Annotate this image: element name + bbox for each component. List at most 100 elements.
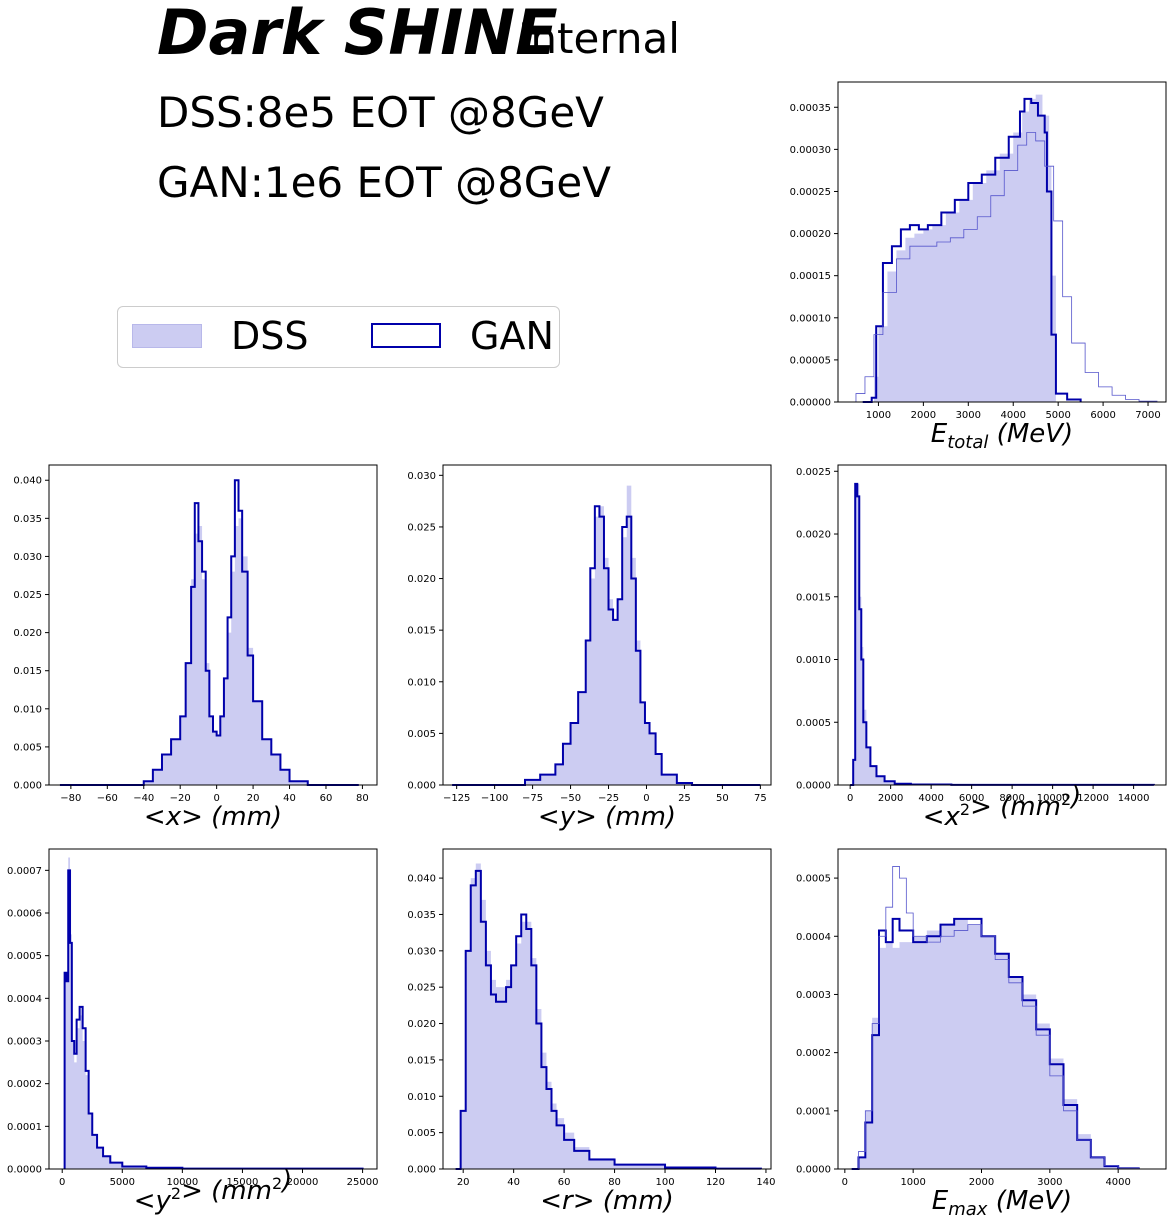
- y-tick-label: 0.0015: [796, 592, 831, 603]
- y-tick-label: 0.015: [407, 1055, 436, 1066]
- x-tick-label: 100: [655, 1177, 674, 1188]
- x-tick-label: 5000: [110, 1177, 135, 1188]
- gan-series-step: [455, 869, 762, 1170]
- x-tick-label: 6000: [1090, 410, 1115, 421]
- dss-series-filled: [862, 94, 1056, 402]
- x-tick-label: 4000: [1105, 1177, 1130, 1188]
- y-tick-label: 0.0002: [7, 1079, 42, 1090]
- dss-info-line: DSS:8e5 EOT @8GeV: [157, 88, 604, 137]
- gan-series-step: [59, 479, 359, 786]
- y-tick-label: 0.020: [13, 628, 42, 639]
- header: Dark SHINE Internal DSS:8e5 EOT @8GeV GA…: [0, 0, 780, 440]
- x-axis-label: <x> (mm): [144, 802, 282, 832]
- y-tick-label: 0.00005: [790, 355, 831, 366]
- x-axis-label: <x2> (mm2): [923, 782, 1082, 832]
- x-tick-label: 0: [213, 793, 219, 804]
- x-tick-label: 5000: [1045, 410, 1070, 421]
- x-tick-label: 0: [59, 1177, 65, 1188]
- y-tick-label: 0.00035: [790, 103, 831, 114]
- y-tick-label: 0.0004: [796, 932, 831, 943]
- y-tick-label: 0.010: [407, 1092, 436, 1103]
- reference-series-thin: [851, 866, 1140, 1170]
- y-tick-label: 0.0004: [7, 994, 42, 1005]
- y-tick-label: 0.00010: [790, 313, 831, 324]
- x-tick-label: 1000: [866, 410, 891, 421]
- y-tick-label: 0.000: [13, 781, 42, 792]
- legend-gan-label: GAN: [470, 314, 554, 358]
- brand-title: Dark SHINE: [157, 0, 558, 69]
- x-tick-label: 6000: [959, 793, 984, 804]
- y-tick-label: 0.010: [13, 704, 42, 715]
- emax-histogram: 0 1000 2000 3000 4000 0.0000 0.0001 0.0002 0.000…: [796, 848, 1167, 1220]
- x-tick-label: 75: [754, 793, 767, 804]
- x-tick-label: 20: [247, 793, 260, 804]
- x-tick-label: 20000: [287, 1177, 319, 1188]
- x-tick-label: 40: [507, 1177, 520, 1188]
- x-tick-label: 3000: [956, 410, 981, 421]
- y-tick-label: 0.005: [407, 729, 436, 740]
- gan-series-step: [452, 505, 761, 786]
- x-tick-label: 0: [842, 1177, 848, 1188]
- x-tick-label: −75: [522, 793, 543, 804]
- axes-frame: [442, 464, 772, 786]
- x-tick-label: 14000: [1118, 793, 1150, 804]
- x-tick-label: 10000: [166, 1177, 198, 1188]
- dss-series-filled: [455, 863, 761, 1169]
- dss-series-filled: [851, 918, 1139, 1169]
- x-tick-label: 4000: [918, 793, 943, 804]
- internal-tag: Internal: [518, 14, 680, 63]
- y-tick-label: 0.005: [13, 742, 42, 753]
- x-tick-label: 2000: [969, 1177, 994, 1188]
- x-axis-label: <y> (mm): [538, 802, 676, 832]
- x-tick-label: 40: [283, 793, 296, 804]
- y-tick-label: 0.0025: [796, 467, 831, 478]
- mean-y2-histogram: 0 5000 10000 15000 20000 25000 0.0000 0.0001 0.0…: [7, 848, 378, 1216]
- y-tick-label: 0.025: [407, 983, 436, 994]
- x-tick-label: −20: [170, 793, 191, 804]
- y-tick-label: 0.0000: [796, 781, 831, 792]
- legend-dss-label: DSS: [231, 314, 309, 358]
- x-tick-label: −50: [560, 793, 581, 804]
- y-tick-label: 0.0005: [7, 951, 42, 962]
- y-tick-label: 0.015: [407, 626, 436, 637]
- y-tick-label: 0.0007: [7, 866, 42, 877]
- dss-series-filled: [850, 483, 1154, 785]
- y-tick-label: 0.030: [407, 471, 436, 482]
- y-tick-label: 0.0006: [7, 909, 42, 920]
- y-tick-label: 0.0020: [796, 530, 831, 541]
- x-tick-label: −80: [60, 793, 81, 804]
- axes-frame: [837, 81, 1167, 403]
- axes-frame: [48, 464, 378, 786]
- y-tick-label: 0.035: [13, 514, 42, 525]
- y-tick-label: 0.0005: [796, 718, 831, 729]
- y-tick-label: 0.00020: [790, 229, 831, 240]
- y-tick-label: 0.0002: [796, 1048, 831, 1059]
- x-tick-label: 80: [608, 1177, 621, 1188]
- y-tick-label: 0.0000: [796, 1165, 831, 1176]
- y-tick-label: 0.000: [407, 1165, 436, 1176]
- y-tick-label: 0.025: [407, 522, 436, 533]
- legend-gan-swatch: [371, 323, 441, 348]
- x-tick-label: 1000: [900, 1177, 925, 1188]
- x-tick-label: 0: [643, 793, 649, 804]
- x-tick-label: 8000: [999, 793, 1024, 804]
- x-tick-label: 15000: [227, 1177, 259, 1188]
- x-tick-label: −125: [443, 793, 470, 804]
- y-tick-label: 0.005: [407, 1128, 436, 1139]
- x-tick-label: 2000: [878, 793, 903, 804]
- x-tick-label: 4000: [1001, 410, 1026, 421]
- x-tick-label: 12000: [1077, 793, 1109, 804]
- x-tick-label: 20: [457, 1177, 470, 1188]
- x-axis-label: Emax (MeV): [932, 1186, 1072, 1220]
- x-tick-label: 2000: [911, 410, 936, 421]
- gan-series-step: [850, 482, 1155, 786]
- y-tick-label: 0.020: [407, 1019, 436, 1030]
- dss-series-filled: [64, 857, 363, 1169]
- y-tick-label: 0.020: [407, 574, 436, 585]
- y-tick-label: 0.0010: [796, 655, 831, 666]
- x-tick-label: 60: [320, 793, 333, 804]
- x-tick-label: 120: [706, 1177, 725, 1188]
- x-tick-label: 25000: [347, 1177, 379, 1188]
- y-tick-label: 0.040: [13, 476, 42, 487]
- y-tick-label: 0.0005: [796, 874, 831, 885]
